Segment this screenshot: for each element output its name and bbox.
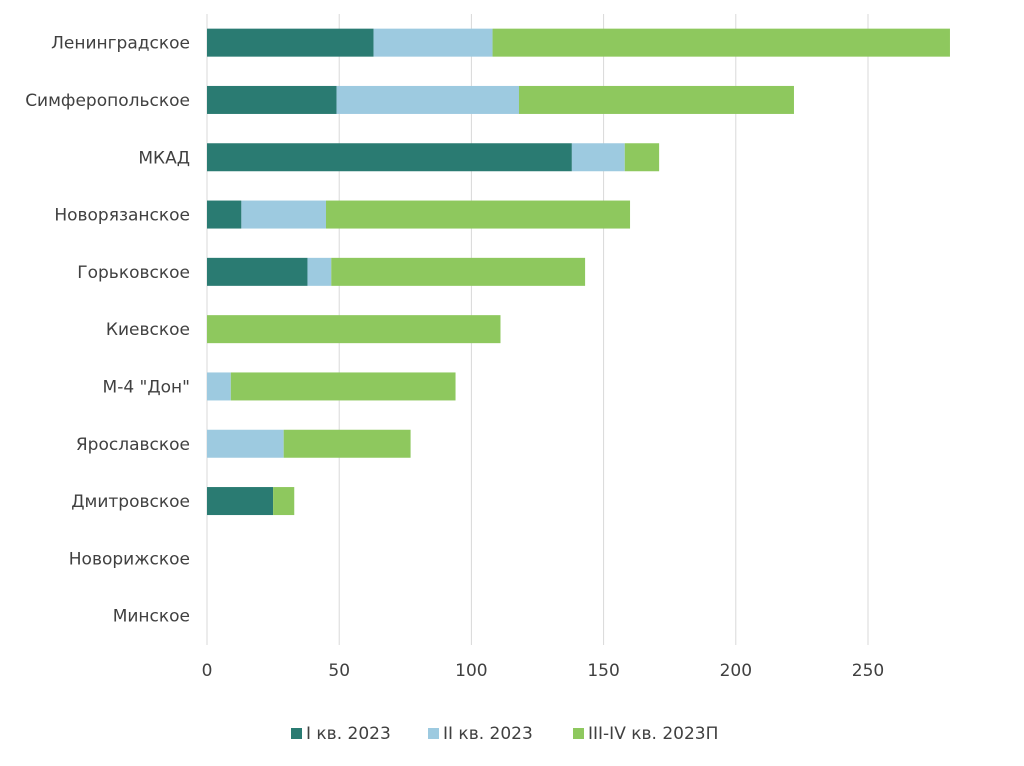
bar-segment-series-3 <box>331 257 586 286</box>
bar-segment-series-3 <box>273 487 295 516</box>
category-label: Киевское <box>106 320 190 340</box>
bar-segment-series-2 <box>207 372 231 401</box>
bar-segment-series-2 <box>207 429 284 458</box>
bar-segment-series-3 <box>325 200 631 229</box>
category-label: Новорижское <box>69 549 190 569</box>
bar-segment-series-2 <box>307 257 332 286</box>
category-label: Дмитровское <box>71 492 190 512</box>
legend: I кв. 2023 II кв. 2023 III-IV кв. 2023П <box>291 724 718 744</box>
legend-swatch <box>428 728 439 739</box>
legend-label: III-IV кв. 2023П <box>588 724 718 744</box>
bar-segment-series-3 <box>230 372 456 401</box>
x-axis-tick-labels: 0 50 100 150 200 250 <box>202 661 885 681</box>
legend-label: I кв. 2023 <box>306 724 391 744</box>
bar-segment-series-1 <box>207 257 308 286</box>
x-tick-label: 100 <box>455 661 487 681</box>
bar-segment-series-3 <box>207 315 501 344</box>
x-tick-label: 50 <box>328 661 350 681</box>
category-label: Ярославское <box>76 435 190 455</box>
bar-segment-series-1 <box>207 143 572 172</box>
bar-segment-series-3 <box>492 28 950 57</box>
legend-label: II кв. 2023 <box>443 724 533 744</box>
bar-segment-series-2 <box>336 85 519 114</box>
bar-segment-series-2 <box>373 28 493 57</box>
category-label: МКАД <box>138 148 190 168</box>
category-label: Ленинградское <box>51 34 190 54</box>
category-label: М-4 "Дон" <box>103 377 190 397</box>
legend-swatch <box>573 728 584 739</box>
category-labels: Ленинградское Симферопольское МКАД Новоряза… <box>25 34 190 627</box>
bar-segment-series-1 <box>207 200 242 229</box>
bar-segment-series-1 <box>207 28 374 57</box>
x-tick-label: 150 <box>587 661 619 681</box>
bar-segment-series-3 <box>624 143 660 172</box>
x-tick-label: 0 <box>202 661 213 681</box>
category-label: Новорязанское <box>54 206 190 226</box>
x-tick-label: 200 <box>720 661 752 681</box>
bar-segment-series-3 <box>518 85 794 114</box>
x-tick-label: 250 <box>852 661 884 681</box>
bars <box>207 28 950 516</box>
bar-segment-series-1 <box>207 85 337 114</box>
category-label: Горьковское <box>77 263 190 283</box>
bar-segment-series-2 <box>241 200 326 229</box>
category-label: Симферопольское <box>25 91 190 111</box>
bar-segment-series-2 <box>571 143 625 172</box>
category-label: Минское <box>113 607 190 627</box>
bar-segment-series-1 <box>207 487 274 516</box>
bar-segment-series-3 <box>283 429 411 458</box>
legend-swatch <box>291 728 302 739</box>
